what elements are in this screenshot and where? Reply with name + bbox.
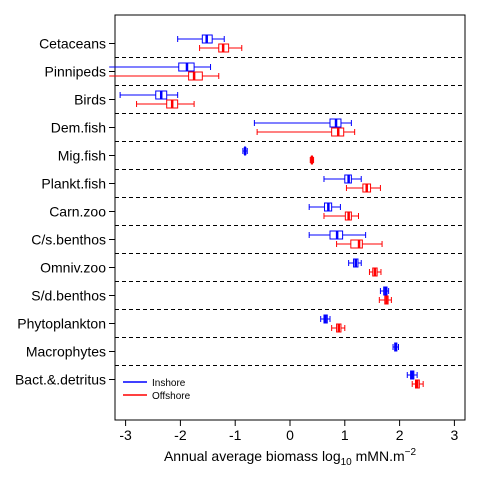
x-axis-title-superscript: −2 [405, 447, 417, 458]
box-inshore-birds [119, 90, 179, 100]
x-axis-title-text: Annual average biomass log [164, 448, 341, 464]
box-offshore-s-d-benthos [378, 295, 392, 305]
box-inshore-cetaceans [177, 34, 225, 44]
box-offshore-c-s-benthos [336, 239, 383, 249]
y-tick-label-birds: Birds [74, 92, 106, 108]
y-tick-label-mig-fish: Mig.fish [58, 148, 106, 164]
box-marks [109, 34, 424, 389]
box-inshore-phytoplankton [320, 314, 331, 324]
box-offshore-plankt-fish [345, 183, 381, 193]
y-tick-label-cetaceans: Cetaceans [39, 36, 106, 52]
legend-label-offshore: Offshore [152, 391, 191, 402]
y-tick-label-carn-zoo: Carn.zoo [49, 204, 106, 220]
box-inshore-mig-fish [242, 146, 248, 156]
y-tick-label-c-s-benthos: C/s.benthos [31, 232, 106, 248]
box-inshore-carn-zoo [308, 202, 341, 212]
x-tick-label: 2 [396, 427, 404, 443]
y-tick-label-phytoplankton: Phytoplankton [17, 316, 106, 332]
category-separators [115, 57, 465, 366]
legend-label-inshore: Inshore [152, 378, 186, 389]
box-inshore-macrophytes [392, 342, 400, 352]
box-offshore-carn-zoo [323, 211, 359, 221]
x-tick-label: 3 [451, 427, 459, 443]
legend: Inshore Offshore [123, 378, 191, 402]
y-tick-label-pinnipeds: Pinnipeds [45, 64, 107, 80]
x-axis-title-unit: mMN.m [352, 448, 405, 464]
box-offshore-birds [136, 99, 195, 109]
x-tick-label: -1 [229, 427, 242, 443]
x-tick-label: 0 [286, 427, 294, 443]
y-tick-label-macrophytes: Macrophytes [26, 344, 106, 360]
box-inshore-bact-detritus [406, 370, 418, 380]
box-offshore-bact-detritus [411, 379, 424, 389]
box-offshore-cetaceans [199, 43, 243, 53]
box-inshore-plankt-fish [323, 174, 362, 184]
box-offshore-phytoplankton [331, 323, 346, 333]
box-inshore-c-s-benthos [308, 230, 367, 240]
x-axis-title: Annual average biomass log10 mMN.m−2 [164, 447, 417, 468]
box-inshore-omniv-zoo [348, 258, 362, 268]
box-offshore-pinnipeds [109, 71, 220, 81]
x-tick-label: -3 [119, 427, 132, 443]
y-tick-label-plankt-fish: Plankt.fish [41, 176, 106, 192]
box-inshore-dem-fish [253, 118, 352, 128]
box-iqr [350, 239, 363, 249]
box-offshore-dem-fish [256, 127, 356, 137]
y-tick-label-dem-fish: Dem.fish [51, 120, 106, 136]
y-tick-label-bact-detritus: Bact.&.detritus [15, 372, 106, 388]
y-tick-label-omniv-zoo: Omniv.zoo [40, 260, 106, 276]
box-inshore-s-d-benthos [379, 286, 390, 296]
box-offshore-omniv-zoo [368, 267, 382, 277]
x-tick-label: -2 [174, 427, 187, 443]
box-offshore-mig-fish [309, 155, 315, 165]
x-axis-title-subscript: 10 [341, 457, 353, 468]
box-inshore-pinnipeds [109, 62, 212, 72]
box-iqr [188, 71, 203, 81]
x-tick-label: 1 [341, 427, 349, 443]
y-tick-label-s-d-benthos: S/d.benthos [31, 288, 106, 304]
x-axis: -3 -2 -1 0 1 2 3 [119, 420, 459, 443]
y-axis: Cetaceans Pinnipeds Birds Dem.fish Mig.fish P… [15, 36, 115, 388]
